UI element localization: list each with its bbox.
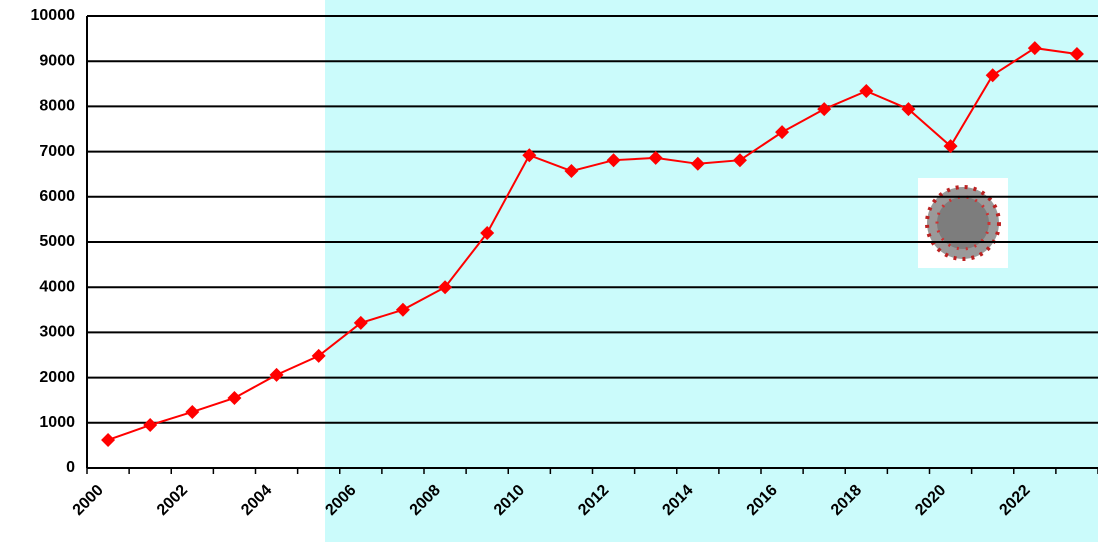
marker — [101, 433, 115, 447]
marker — [143, 418, 157, 432]
virus-icon — [918, 178, 1008, 268]
marker — [270, 368, 284, 382]
x-tick-label: 2002 — [154, 482, 191, 519]
y-tick-label: 5000 — [39, 233, 75, 250]
chart: 0 1000 2000 3000 4000 5000 6000 7000 8000 9000 100… — [0, 0, 1098, 542]
page: 0 1000 2000 3000 4000 5000 6000 7000 8000 9000 100… — [0, 0, 1098, 542]
x-tick-label: 2004 — [238, 482, 275, 519]
y-tick-label: 9000 — [39, 52, 75, 69]
marker — [227, 391, 241, 405]
y-tick-label: 7000 — [39, 143, 75, 160]
y-tick-label: 0 — [66, 459, 75, 476]
y-tick-label: 8000 — [39, 98, 75, 115]
y-tick-label: 2000 — [39, 369, 75, 386]
y-tick-label: 4000 — [39, 278, 75, 295]
marker — [185, 405, 199, 419]
x-tick-label: 2000 — [70, 482, 107, 519]
y-tick-label: 3000 — [39, 324, 75, 341]
y-tick-label: 6000 — [39, 188, 75, 205]
y-tick-label: 1000 — [39, 414, 75, 431]
background-panel — [325, 0, 1098, 542]
y-tick-label: 10000 — [31, 7, 76, 24]
